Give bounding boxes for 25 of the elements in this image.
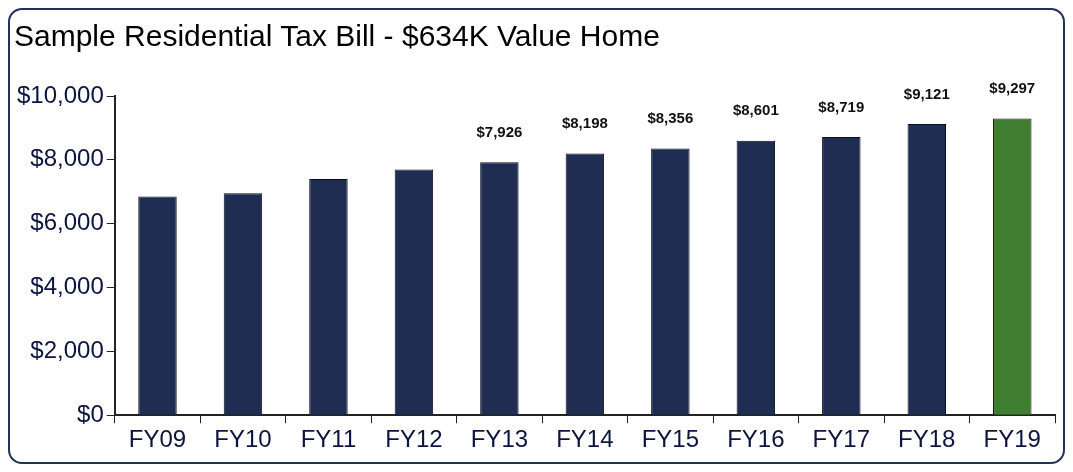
chart-title: Sample Residential Tax Bill - $634K Value Home bbox=[14, 19, 660, 53]
y-tick-label: $6,000 bbox=[30, 208, 104, 236]
data-label: $8,719 bbox=[818, 97, 865, 115]
data-label: $8,356 bbox=[647, 109, 694, 127]
data-label: $7,926 bbox=[476, 122, 523, 140]
data-label: $8,198 bbox=[561, 114, 608, 132]
x-tick-label: FY11 bbox=[300, 425, 357, 453]
x-tick-label: FY18 bbox=[898, 425, 956, 453]
x-tick-label: FY10 bbox=[214, 425, 272, 453]
data-label: $8,601 bbox=[732, 101, 779, 119]
y-tick-label: $4,000 bbox=[30, 272, 104, 300]
x-tick-label: FY16 bbox=[727, 425, 785, 453]
y-tick-label: $2,000 bbox=[30, 335, 104, 363]
x-tick-label: FY15 bbox=[641, 425, 700, 453]
x-tick-label: FY13 bbox=[470, 425, 529, 453]
x-tick-label: FY14 bbox=[556, 425, 614, 453]
x-tick-label: FY19 bbox=[983, 425, 1041, 453]
data-label: $9,121 bbox=[903, 84, 950, 102]
y-tick-label: $0 bbox=[77, 399, 104, 427]
y-tick-label: $10,000 bbox=[16, 80, 104, 108]
x-tick-label: FY12 bbox=[385, 425, 443, 453]
y-tick-label: $8,000 bbox=[30, 144, 104, 172]
x-tick-label: FY09 bbox=[128, 425, 187, 453]
x-tick-label: FY17 bbox=[812, 425, 870, 453]
data-label: $9,297 bbox=[989, 79, 1036, 97]
